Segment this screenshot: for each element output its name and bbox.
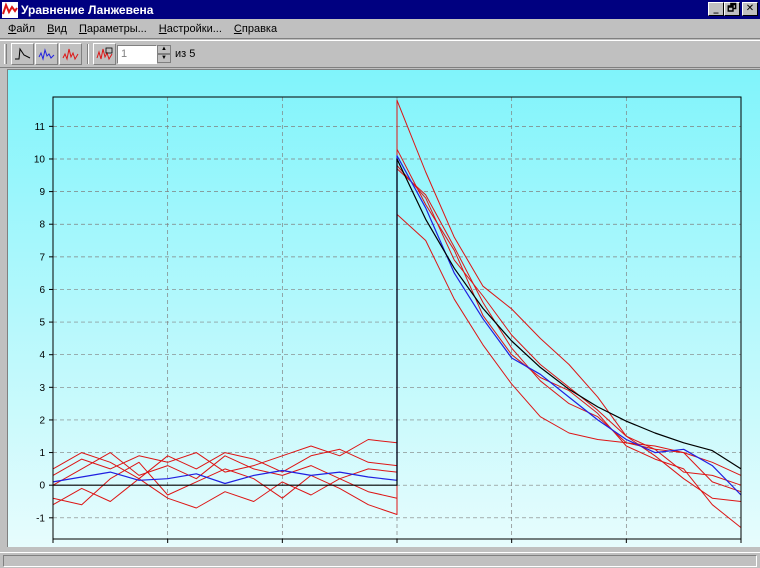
langevin-chart: -3 -2 -1 0 1 2 3 -1 0 1 2 3 4 5 6 7 8 9 10 11 xyxy=(8,70,760,547)
y-tick-label: 6 xyxy=(39,285,45,296)
x-tick-label: 0 xyxy=(394,546,400,547)
mean-curve-button[interactable] xyxy=(11,43,34,65)
restore-icon: 🗗 xyxy=(727,3,737,14)
trial-number-input[interactable]: 1 xyxy=(117,44,157,64)
x-tick-label: -1 xyxy=(278,546,287,547)
window-title: Уравнение Ланжевена xyxy=(21,2,154,17)
menu-bar: Файл Вид Параметры... Настройки... Справ… xyxy=(0,19,760,39)
y-tick-label: 11 xyxy=(35,122,46,133)
menu-view-accel: В xyxy=(47,22,55,35)
menu-file[interactable]: Файл xyxy=(2,23,41,35)
y-tick-label: 2 xyxy=(39,415,45,426)
y-tick-label: -1 xyxy=(36,513,45,524)
menu-view-label: ид xyxy=(54,22,67,35)
x-tick-label: -2 xyxy=(163,546,172,547)
minimize-button[interactable]: _ xyxy=(708,2,724,16)
mean-line xyxy=(53,158,742,486)
y-tick-label: 10 xyxy=(34,154,46,165)
blue-trajectory-icon xyxy=(38,48,55,61)
close-button[interactable]: ✕ xyxy=(742,2,758,16)
red-trajectory-select-icon xyxy=(96,47,113,61)
y-tick-label: 3 xyxy=(39,383,45,394)
menu-view[interactable]: Вид xyxy=(41,23,73,35)
series-group xyxy=(52,99,742,528)
window-controls: _ 🗗 ✕ xyxy=(708,2,758,16)
y-tick-label: 9 xyxy=(39,187,45,198)
menu-parameters-label: араметры... xyxy=(86,22,147,35)
x-tick-label: 2 xyxy=(624,546,630,547)
toolbar-grip[interactable] xyxy=(4,44,7,64)
plot-background xyxy=(8,70,760,547)
spin-up-icon[interactable]: ▲ xyxy=(157,44,171,54)
status-panel xyxy=(3,555,757,567)
spin-down-icon[interactable]: ▼ xyxy=(157,53,171,63)
menu-parameters[interactable]: Параметры... xyxy=(73,23,153,35)
close-icon: ✕ xyxy=(745,3,755,14)
y-tick-label: 7 xyxy=(39,252,45,263)
menu-parameters-accel: П xyxy=(78,22,87,35)
averaged-trajectory-button[interactable] xyxy=(35,43,58,65)
menu-file-label: айл xyxy=(16,22,36,35)
app-icon[interactable] xyxy=(2,1,18,18)
y-tick-label: 0 xyxy=(39,481,45,492)
y-axis: -1 0 1 2 3 4 5 6 7 8 9 10 11 xyxy=(34,122,53,524)
x-tick-label: -3 xyxy=(49,546,58,547)
menu-help-label: правка xyxy=(241,22,278,35)
trial-count-label: из 5 xyxy=(175,48,196,60)
y-tick-label: 1 xyxy=(39,448,45,459)
y-tick-label: 5 xyxy=(39,318,45,329)
single-trajectory-button[interactable] xyxy=(59,43,82,65)
menu-help-accel: С xyxy=(233,22,242,35)
toolbar-separator xyxy=(87,44,89,64)
menu-settings-accel: Н xyxy=(158,22,167,35)
red-trajectory-icon xyxy=(62,48,79,61)
menu-settings-label: астройки... xyxy=(166,22,222,35)
y-tick-label: 4 xyxy=(39,350,45,361)
x-axis: -3 -2 -1 0 1 2 3 xyxy=(49,539,744,547)
minimize-icon: _ xyxy=(713,3,719,14)
title-bar[interactable]: Уравнение Ланжевена _ 🗗 ✕ xyxy=(0,0,760,19)
plot-area: -3 -2 -1 0 1 2 3 -1 0 1 2 3 4 5 6 7 8 9 10 11 xyxy=(7,69,760,547)
black-curve-icon xyxy=(15,47,31,60)
x-tick-label: 1 xyxy=(509,546,515,547)
y-tick-label: 8 xyxy=(39,220,45,231)
menu-help[interactable]: Справка xyxy=(228,23,283,35)
x-tick-label: 3 xyxy=(738,546,744,547)
menu-settings[interactable]: Настройки... xyxy=(153,23,228,35)
selected-trajectory-button[interactable] xyxy=(93,43,116,65)
menu-file-accel: Ф xyxy=(8,22,17,35)
toolbar: 1 ▲ ▼ из 5 xyxy=(0,40,760,68)
status-bar xyxy=(0,552,760,568)
trial-spinner[interactable]: ▲ ▼ xyxy=(157,44,171,64)
restore-button[interactable]: 🗗 xyxy=(724,2,740,16)
